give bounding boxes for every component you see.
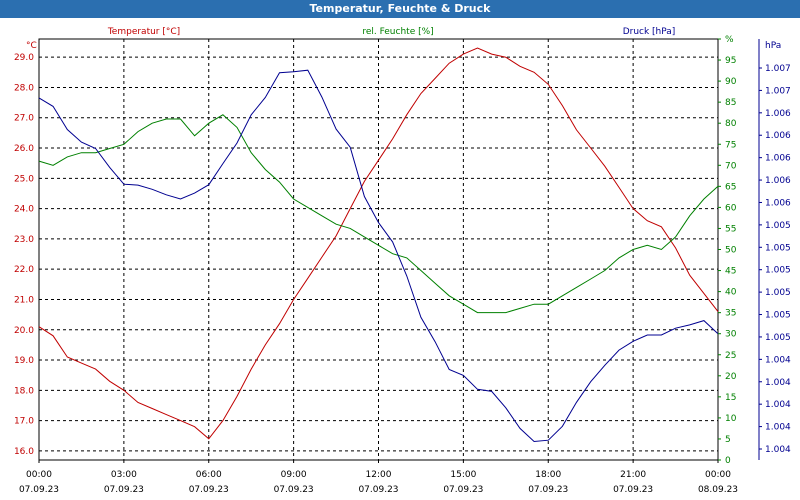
humidity-tick-label: 35 — [725, 309, 736, 319]
pressure-tick-label: 1.005 — [765, 243, 791, 253]
series-line-temperature — [38, 47, 719, 440]
pressure-tick-label: 1.006 — [765, 198, 791, 208]
x-tick-time: 15:00 — [450, 470, 476, 480]
humidity-tick-label: 10 — [725, 414, 737, 424]
x-tick-date: 08.09.23 — [698, 485, 738, 495]
humidity-tick-label: 90 — [725, 77, 737, 87]
humidity-tick-label: 85 — [725, 98, 736, 108]
humidity-tick-label: 0 — [725, 456, 731, 466]
pressure-tick-label: 1.004 — [765, 355, 791, 365]
humidity-axis-label: rel. Feuchte [%] — [362, 27, 433, 37]
x-tick-date: 07.09.23 — [443, 485, 483, 495]
temperature-tick-label: 24.0 — [14, 205, 34, 215]
humidity-tick-label: % — [725, 35, 734, 45]
pressure-tick-label: 1.004 — [765, 423, 791, 433]
pressure-tick-label: 1.004 — [765, 445, 791, 455]
x-tick-time: 03:00 — [111, 470, 137, 480]
humidity-tick-label: 45 — [725, 267, 736, 277]
temperature-unit: °C — [26, 41, 37, 51]
series-line-humidity — [38, 114, 719, 314]
temperature-axis-label: Temperatur [°C] — [107, 27, 180, 37]
humidity-tick-label: 55 — [725, 224, 736, 234]
temperature-tick-label: 27.0 — [14, 114, 34, 124]
temperature-tick-label: 22.0 — [14, 265, 34, 275]
pressure-tick-label: 1.004 — [765, 400, 791, 410]
axes-group: 00:00 07.09.23 03:00 07.09.23 06:00 07.09.23 0… — [14, 35, 791, 495]
temperature-tick-label: 29.0 — [14, 53, 34, 63]
humidity-tick-label: 95 — [725, 56, 736, 66]
temperature-tick-label: 26.0 — [14, 144, 34, 154]
x-tick-time: 12:00 — [366, 470, 392, 480]
humidity-tick-label: 65 — [725, 182, 736, 192]
temperature-tick-label: 17.0 — [14, 417, 34, 427]
temperature-tick-label: 21.0 — [14, 295, 34, 305]
x-tick-date: 07.09.23 — [19, 485, 59, 495]
temperature-tick-label: 25.0 — [14, 174, 34, 184]
pressure-tick-label: 1.006 — [765, 131, 791, 141]
humidity-tick-label: 40 — [725, 288, 737, 298]
x-tick-time: 21:00 — [620, 470, 646, 480]
temperature-tick-label: 20.0 — [14, 326, 34, 336]
pressure-tick-label: 1.005 — [765, 266, 791, 276]
humidity-tick-label: 70 — [725, 161, 737, 171]
window-title: Temperatur, Feuchte & Druck — [0, 0, 800, 18]
temperature-tick-label: 28.0 — [14, 83, 34, 93]
pressure-tick-label: 1.005 — [765, 221, 791, 231]
x-tick-time: 00:00 — [26, 470, 52, 480]
humidity-tick-label: 75 — [725, 140, 736, 150]
grid — [39, 39, 718, 460]
pressure-tick-label: 1.006 — [765, 176, 791, 186]
x-tick-time: 09:00 — [281, 470, 307, 480]
pressure-axis-label: Druck [hPa] — [623, 27, 676, 37]
x-tick-date: 07.09.23 — [189, 485, 229, 495]
humidity-tick-label: 30 — [725, 330, 737, 340]
humidity-tick-label: 25 — [725, 351, 736, 361]
pressure-tick-label: 1.006 — [765, 109, 791, 119]
series-group — [38, 47, 719, 443]
x-tick-date: 07.09.23 — [274, 485, 314, 495]
x-tick-date: 07.09.23 — [104, 485, 144, 495]
temperature-tick-label: 16.0 — [14, 447, 34, 457]
temperature-tick-label: 19.0 — [14, 356, 34, 366]
humidity-tick-label: 5 — [725, 435, 731, 445]
pressure-unit: hPa — [765, 41, 781, 51]
pressure-tick-label: 1.005 — [765, 333, 791, 343]
series-line-pressure — [38, 69, 719, 443]
humidity-tick-label: 20 — [725, 372, 737, 382]
pressure-tick-label: 1.005 — [765, 311, 791, 321]
pressure-tick-label: 1.006 — [765, 154, 791, 164]
humidity-tick-label: 80 — [725, 119, 737, 129]
pressure-tick-label: 1.007 — [765, 86, 791, 96]
pressure-tick-label: 1.005 — [765, 288, 791, 298]
temperature-tick-label: 18.0 — [14, 386, 34, 396]
humidity-tick-label: 60 — [725, 203, 737, 213]
x-tick-time: 00:00 — [705, 470, 731, 480]
x-tick-date: 07.09.23 — [528, 485, 568, 495]
humidity-tick-label: 50 — [725, 246, 737, 256]
humidity-tick-label: 15 — [725, 393, 736, 403]
pressure-tick-label: 1.004 — [765, 378, 791, 388]
x-tick-date: 07.09.23 — [613, 485, 653, 495]
x-tick-time: 06:00 — [196, 470, 222, 480]
x-tick-time: 18:00 — [535, 470, 561, 480]
x-tick-date: 07.09.23 — [358, 485, 398, 495]
temperature-tick-label: 23.0 — [14, 235, 34, 245]
pressure-tick-label: 1.007 — [765, 64, 791, 74]
